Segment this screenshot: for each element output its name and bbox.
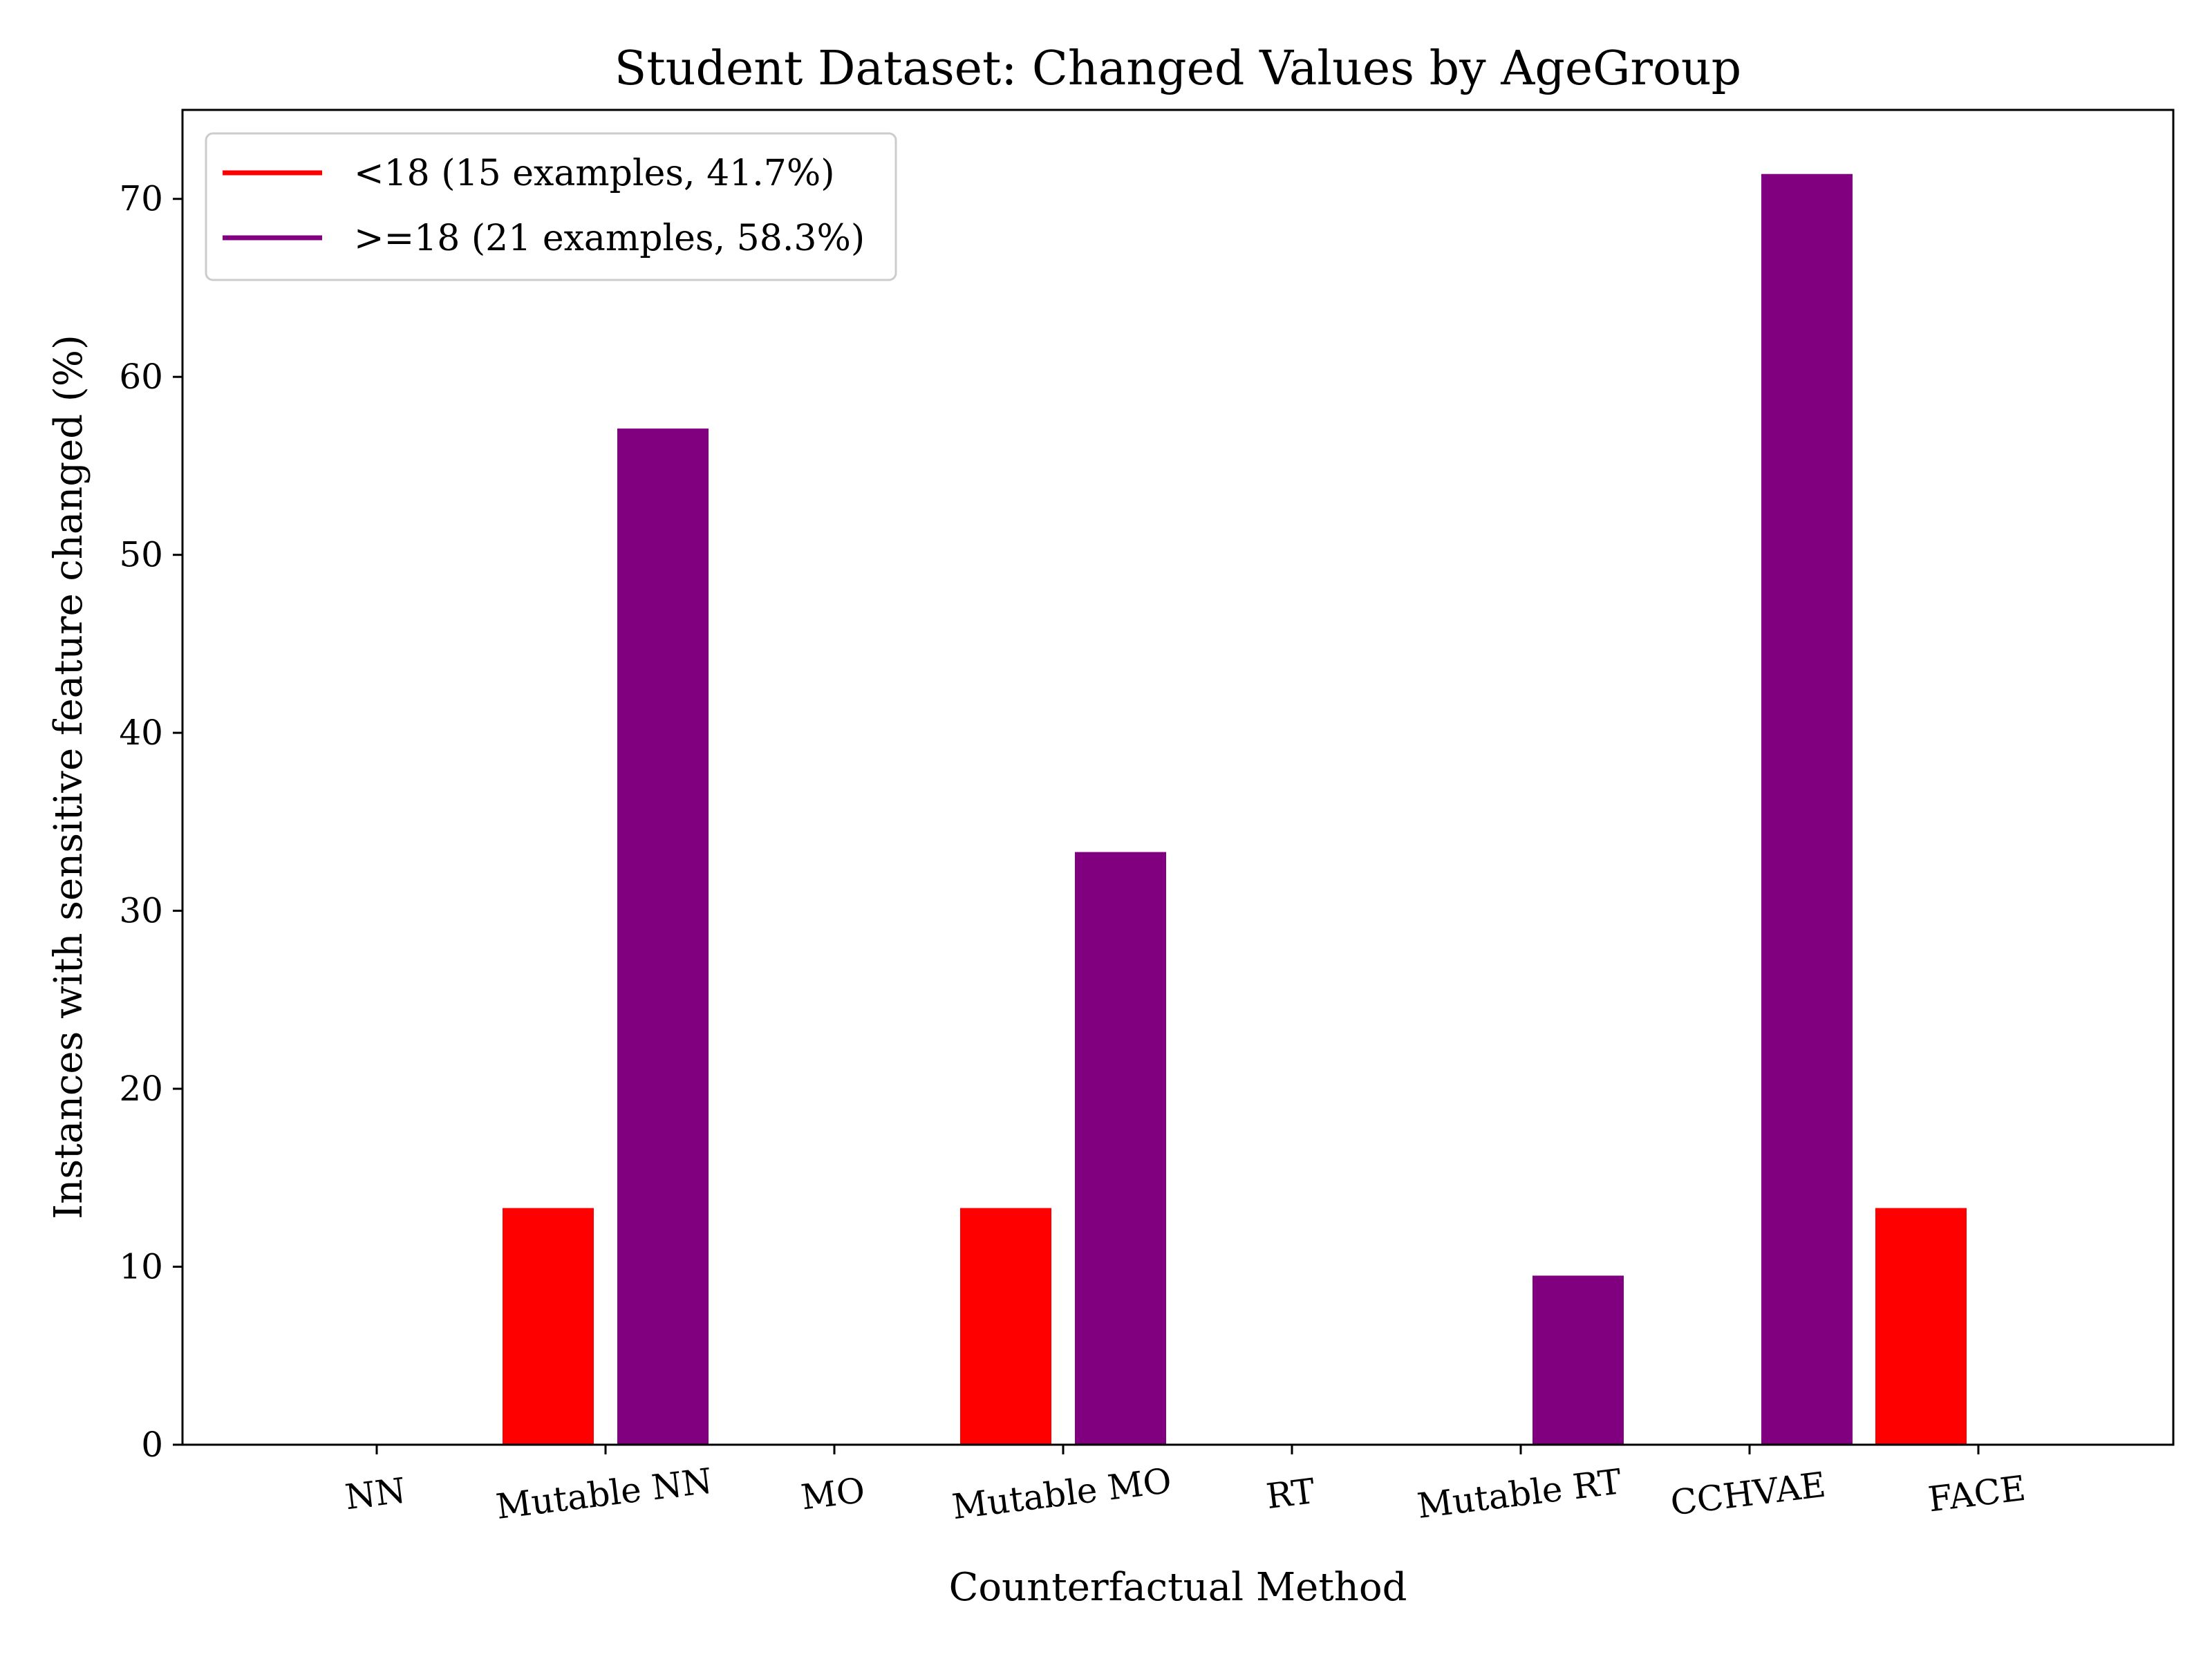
y-tick-label: 60 <box>119 357 163 397</box>
plot-frame <box>181 109 2175 1446</box>
bar-under-18-face <box>1875 1208 1967 1445</box>
bar-under-18-mutable-nn <box>503 1208 594 1445</box>
y-tick-label: 40 <box>119 713 163 753</box>
y-tick-label: 0 <box>141 1425 163 1465</box>
y-tick-label: 30 <box>119 891 163 931</box>
legend-label-18-plus: >=18 (21 examples, 58.3%) <box>354 218 865 259</box>
y-tick-label: 20 <box>119 1069 163 1109</box>
x-tick-label: NN <box>343 1470 408 1517</box>
x-axis-label: Counterfactual Method <box>949 1565 1407 1610</box>
x-tick-label: RT <box>1264 1471 1318 1517</box>
bar-18-plus-cchvae <box>1761 174 1853 1445</box>
y-tick-label: 70 <box>119 179 163 219</box>
bar-18-plus-mutable-mo <box>1075 852 1166 1445</box>
y-tick-label: 10 <box>119 1247 163 1287</box>
legend-frame <box>205 132 897 281</box>
bars-group <box>503 174 1967 1445</box>
legend: <18 (15 examples, 41.7%) >=18 (21 exampl… <box>205 132 897 281</box>
x-tick-label: MO <box>799 1470 868 1518</box>
chart-title: Student Dataset: Changed Values by AgeGr… <box>615 41 1741 96</box>
y-axis-label: Instances with sensitive feature changed… <box>46 335 91 1219</box>
y-axis: 0 10 20 30 40 50 60 70 <box>119 179 182 1465</box>
bar-under-18-mutable-mo <box>960 1208 1051 1445</box>
bar-18-plus-mutable-rt <box>1533 1275 1624 1445</box>
bar-18-plus-mutable-nn <box>617 428 709 1445</box>
y-tick-label: 50 <box>119 535 163 575</box>
legend-label-under-18: <18 (15 examples, 41.7%) <box>354 153 835 194</box>
